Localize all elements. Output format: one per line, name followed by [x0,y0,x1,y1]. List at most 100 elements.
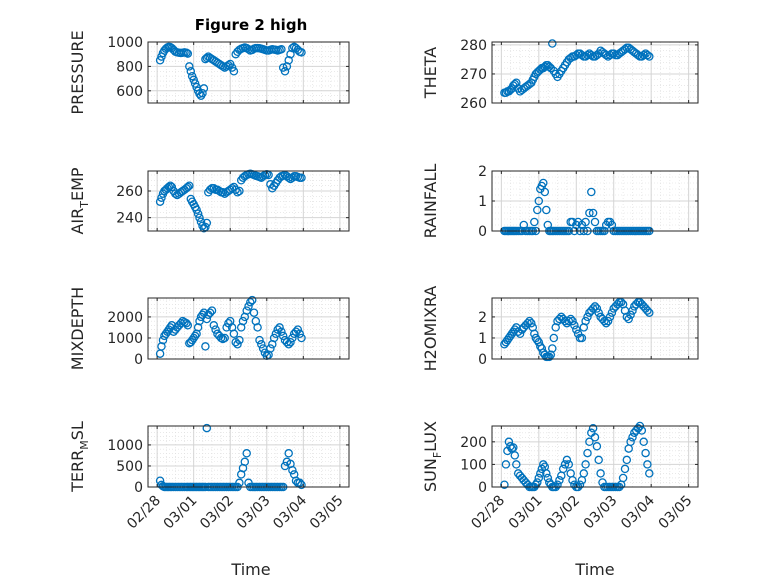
data-point [637,426,647,435]
data-point [220,333,229,343]
data-point [530,217,539,227]
data-point [229,329,239,339]
data-point [628,433,637,442]
data-point [249,308,259,317]
data-point [542,469,551,478]
data-point [531,480,541,489]
data-point [605,312,615,322]
data-point [558,464,568,474]
data-point [548,344,557,353]
y-label-base: SUN [421,458,440,492]
data-point [286,337,295,347]
data-point [282,62,292,71]
data-point [639,50,648,60]
data-point [201,342,210,351]
data-point [207,306,217,315]
data-point [587,187,596,197]
y-tick-label: 240 [116,211,143,227]
data-point [269,333,279,343]
data-point [295,329,304,339]
y-label-rest: LUX [421,421,440,452]
data-point [167,182,177,192]
subplot-5: 0 1 2 H2OMIXRA [421,286,699,372]
data-point [163,327,172,336]
data-point [626,310,635,320]
data-point [190,331,200,341]
y-label-subscript: T [78,201,91,209]
data-point [504,437,514,447]
data-point [581,217,590,227]
y-label-rest: EMP [68,167,87,201]
data-point [543,473,553,483]
data-point [643,306,652,315]
data-point [590,217,600,227]
data-point [560,460,570,469]
data-point [566,314,575,324]
data-point [155,56,165,65]
data-point [603,316,613,326]
data-point [183,182,193,192]
y-axis-label: MIXDEPTH [68,287,87,370]
data-point [534,196,544,206]
data-point [182,318,191,328]
data-point [198,88,207,98]
data-point [183,49,193,58]
y-axis-label: TERRMSL [68,421,91,493]
data-point [577,333,587,343]
data-point [189,75,198,85]
data-point [295,478,304,488]
data-point [266,344,275,353]
data-point [555,314,564,324]
data-point [525,316,534,326]
data-point [202,314,212,324]
data-point [297,333,306,343]
data-point [539,178,548,188]
data-point [527,318,536,328]
data-point [284,340,293,349]
data-point [253,323,262,332]
y-axis-label: PRESSURE [68,30,87,114]
data-point [271,329,281,339]
data-point [523,318,532,328]
y-tick-label: 1000 [107,35,143,51]
data-point [240,457,250,467]
data-point [564,316,574,326]
data-point [564,460,574,469]
data-point [570,321,579,330]
data-point [601,318,611,328]
y-tick-label: 260 [460,96,487,112]
data-point [277,45,286,54]
data-point [293,325,303,334]
data-point [196,312,206,322]
data-point [572,325,581,334]
data-point [242,306,251,315]
data-point [218,188,228,197]
data-point [592,304,602,313]
data-point [645,469,654,478]
data-point [244,302,253,311]
y-axis-label: H2OMIXRA [421,286,440,372]
y-label-base: RAINFALL [421,164,440,239]
data-point [185,62,194,71]
data-point [246,297,255,307]
data-point [533,205,542,215]
data-point [257,340,266,349]
axes-box [147,425,350,488]
y-tick-label: 2000 [107,310,143,326]
data-point [549,333,559,343]
data-point [171,189,180,198]
data-point [193,323,203,332]
y-tick-label: 0 [134,480,143,496]
data-point [620,464,630,474]
data-point [205,308,215,317]
data-point [297,480,306,490]
data-point [199,84,209,93]
subplot-1: 260 270 280 THETA [421,38,699,112]
y-tick-label: 260 [116,184,143,200]
axes-box [147,297,350,360]
data-point [581,460,590,469]
data-point [590,433,600,442]
data-point [266,180,275,189]
data-point [507,444,517,453]
y-tick-label: 0 [478,480,487,496]
